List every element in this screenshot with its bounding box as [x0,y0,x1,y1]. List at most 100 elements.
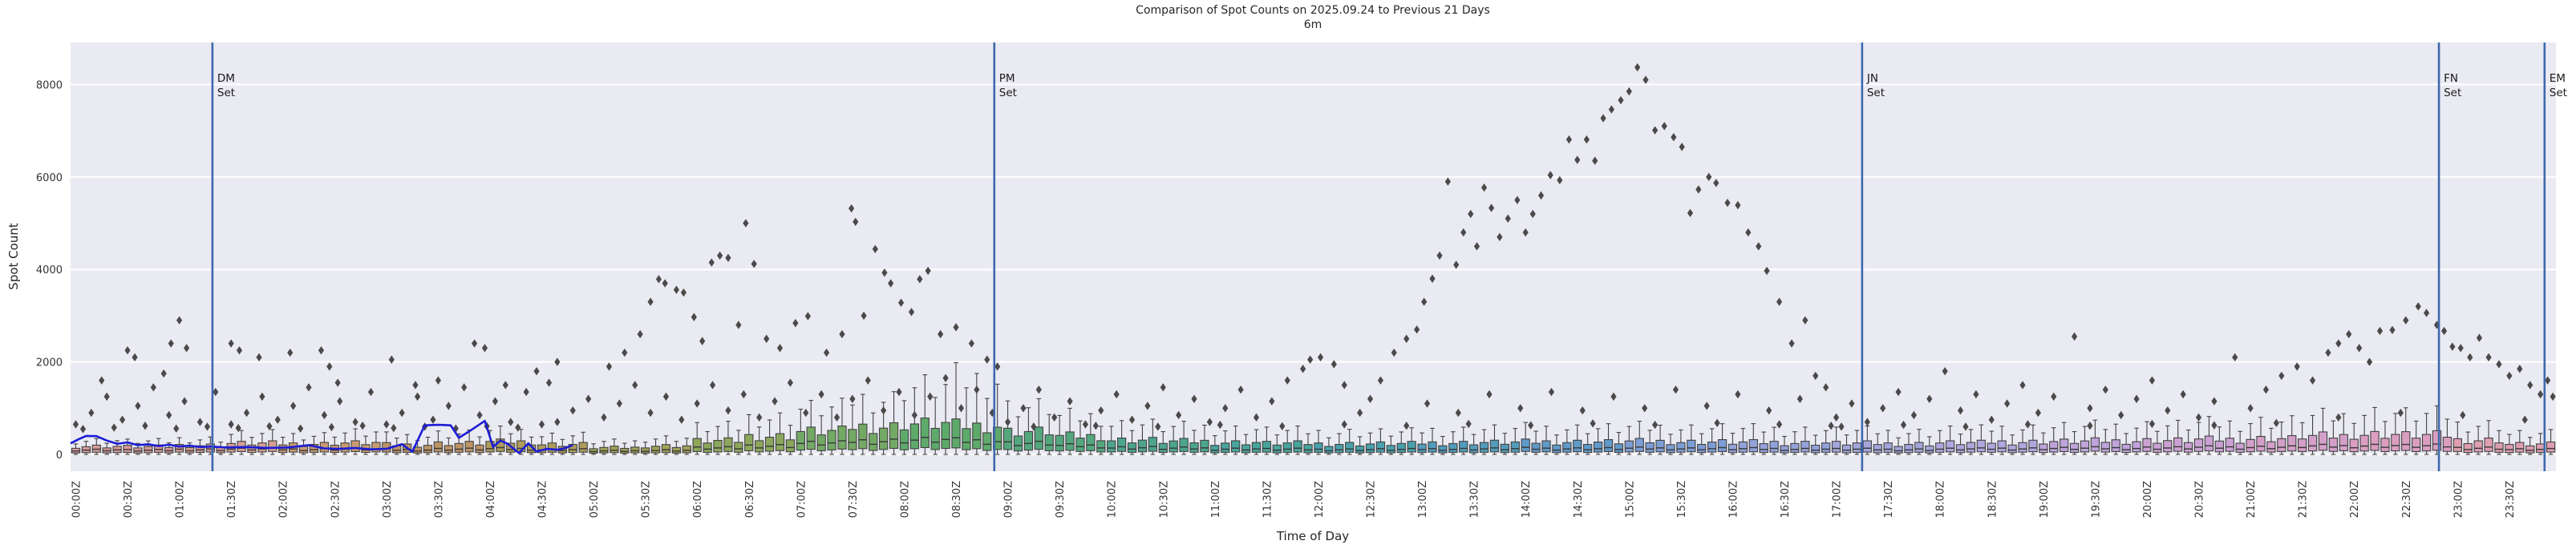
outlier-diamond [461,383,468,392]
outlier-diamond [1973,389,1979,399]
box-body [2100,442,2110,453]
box-body [1914,442,1924,453]
box [1314,430,1323,455]
x-tick-label: 09:00Z [1003,481,1015,518]
box [1468,434,1479,455]
outlier-diamond [1331,360,1337,369]
outlier-diamond [1206,418,1213,426]
box-body [1945,440,1955,453]
box [775,412,785,455]
outlier-diamond [1098,406,1104,415]
box [1355,436,1365,455]
x-tick-label: 12:00Z [1314,481,1326,518]
outlier-diamond [1082,420,1089,429]
box [1562,429,1572,455]
outlier-diamond [708,258,715,267]
outlier-diamond [1403,422,1410,430]
box-body [1562,442,1572,453]
box-body [1282,442,1292,454]
box [1780,435,1789,455]
box [2204,416,2214,455]
box [475,436,484,455]
outlier-diamond [1284,376,1290,385]
x-tick-label: 16:30Z [1780,481,1792,518]
x-tick-label: 03:00Z [382,481,394,518]
box-body [962,428,971,450]
outlier-diamond [2366,357,2373,366]
plot-area [71,42,2556,471]
box-body [2204,435,2214,452]
box [1158,431,1168,455]
set-line-label: Set [2550,87,2567,99]
outlier-diamond [1672,385,1679,394]
box-body [2121,443,2131,454]
outlier-diamond [2423,309,2430,317]
box-body [1873,444,1882,454]
box [589,443,598,455]
box-body [1210,445,1220,454]
box-body [589,448,598,454]
x-tick-label: 05:00Z [589,481,601,518]
outlier-diamond [1367,394,1374,403]
box [1282,430,1292,455]
box-body [2484,438,2493,452]
box-body [1044,434,1054,451]
outlier-diamond [1113,389,1120,399]
box-body [889,422,899,450]
box-body [1727,443,1738,454]
outlier-diamond [751,260,757,268]
box [1148,418,1158,455]
outlier-diamond [1788,339,1795,348]
box [661,435,671,455]
box-body [444,445,453,454]
box [2494,430,2504,455]
box-body [972,422,982,450]
box [1448,431,1458,455]
outlier-diamond [2545,376,2551,385]
outlier-diamond [1480,183,1488,192]
box [1759,431,1768,455]
set-event-lines: DM Set PM Set JN Set FN Set EM Set [211,42,2567,471]
box-body [909,423,920,450]
box-body [2246,438,2255,453]
box-body [2287,435,2297,452]
box-body [1883,442,1893,453]
box [485,430,495,455]
outlier-diamond [184,344,190,353]
outlier-diamond [1341,420,1347,429]
box-body [1935,442,1945,453]
box-body [1862,440,1872,453]
box [1697,433,1707,455]
outlier-diamond [699,337,706,345]
box [1272,434,1282,455]
outlier-diamond [1176,410,1182,420]
box-body [350,440,360,453]
outlier-diamond [1592,156,1598,165]
outlier-diamond [1590,419,1596,428]
outlier-diamond [124,345,131,355]
box-body [1841,444,1852,454]
box [2359,414,2369,455]
box-body [1769,441,1779,453]
box-body [1335,444,1344,454]
outlier-diamond [1488,204,1495,212]
outlier-diamond [1473,242,1480,251]
outlier-diamond [2294,362,2300,371]
box [1727,433,1738,455]
outlier-diamond [1642,404,1648,413]
box [2225,420,2234,455]
outlier-diamond [849,394,856,403]
box [2173,419,2183,455]
outlier-diamond [709,381,716,389]
box-body [123,445,132,454]
box [2297,422,2307,455]
box [1375,428,1386,455]
outlier-diamond [150,383,156,392]
outlier-diamond [2335,413,2342,422]
box-body [661,444,671,454]
outlier-diamond [1962,422,1969,431]
box [2080,426,2090,455]
box-body [1614,443,1624,454]
box-body [1262,441,1272,453]
